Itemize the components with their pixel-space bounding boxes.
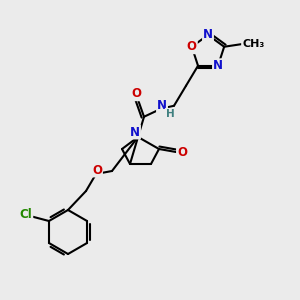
- Text: Cl: Cl: [20, 208, 32, 220]
- Text: N: N: [213, 59, 223, 72]
- Text: O: O: [131, 87, 141, 100]
- Text: H: H: [166, 109, 174, 119]
- Text: O: O: [187, 40, 197, 53]
- Text: N: N: [130, 125, 140, 139]
- Text: O: O: [92, 164, 102, 176]
- Text: N: N: [157, 99, 167, 112]
- Text: N: N: [203, 28, 213, 41]
- Text: CH₃: CH₃: [242, 39, 264, 49]
- Text: O: O: [177, 146, 187, 160]
